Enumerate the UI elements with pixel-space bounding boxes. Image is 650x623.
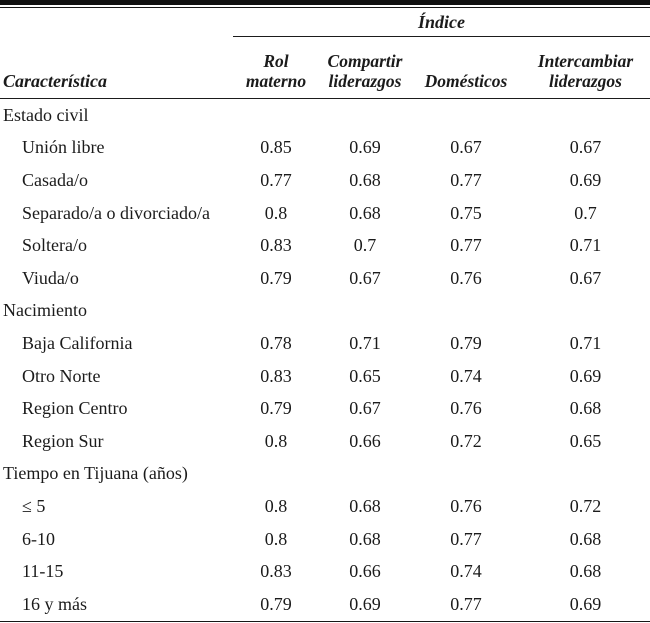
row-label: Casada/o [22, 169, 88, 190]
value-cell: 0.71 [569, 332, 602, 353]
value-cell: 0.74 [450, 561, 482, 582]
table-body: Estado civil Unión libre 0.85 0.69 0.67 … [0, 99, 650, 621]
section-label: Estado civil [3, 104, 89, 125]
table-row: Casada/o 0.77 0.68 0.77 0.69 [0, 164, 650, 197]
value-cell: 0.71 [569, 235, 602, 256]
value-cell: 0.79 [260, 593, 292, 614]
row-label: 16 y más [22, 593, 87, 614]
value-cell: 0.7 [353, 235, 377, 256]
row-label: Viuda/o [22, 267, 79, 288]
section-row-nacimiento: Nacimiento [0, 295, 650, 328]
table-row: Viuda/o 0.79 0.67 0.76 0.67 [0, 262, 650, 295]
value-cell: 0.76 [450, 495, 482, 516]
table-row: 11-15 0.83 0.66 0.74 0.68 [0, 555, 650, 588]
value-cell: 0.79 [260, 267, 292, 288]
spanner-row: Índice [0, 8, 650, 37]
statistics-table: Índice Característica Rol materno Compar… [0, 8, 650, 621]
table-header: Índice Característica Rol materno Compar… [0, 8, 650, 99]
value-cell: 0.72 [450, 430, 482, 451]
value-cell: 0.68 [349, 495, 381, 516]
section-row-tiempo-en-tijuana: Tiempo en Tijuana (años) [0, 458, 650, 491]
value-cell: 0.76 [450, 267, 482, 288]
value-cell: 0.85 [260, 137, 292, 158]
value-cell: 0.68 [569, 528, 602, 549]
section-label: Nacimiento [3, 300, 87, 321]
value-cell: 0.8 [264, 202, 288, 223]
table-row: Separado/a o divorciado/a 0.8 0.68 0.75 … [0, 197, 650, 230]
value-cell: 0.72 [569, 495, 602, 516]
value-cell: 0.79 [260, 398, 292, 419]
value-cell: 0.69 [569, 169, 602, 190]
value-cell: 0.83 [260, 561, 292, 582]
table-row: Otro Norte 0.83 0.65 0.74 0.69 [0, 360, 650, 393]
table-row: Soltera/o 0.83 0.7 0.77 0.71 [0, 229, 650, 262]
value-cell: 0.65 [349, 365, 381, 386]
value-cell: 0.77 [450, 235, 482, 256]
value-cell: 0.69 [569, 365, 602, 386]
value-cell: 0.77 [450, 528, 482, 549]
value-cell: 0.83 [260, 365, 292, 386]
row-label: 6-10 [22, 528, 55, 549]
table-top-double-rule [0, 0, 650, 8]
table-row: 6-10 0.8 0.68 0.77 0.68 [0, 523, 650, 556]
value-cell: 0.66 [349, 561, 381, 582]
row-label: Separado/a o divorciado/a [22, 202, 210, 223]
value-cell: 0.69 [349, 137, 381, 158]
row-label: Region Sur [22, 430, 104, 451]
characteristic-column-header: Característica [0, 36, 233, 99]
value-cell: 0.68 [349, 169, 381, 190]
row-label: 11-15 [22, 561, 64, 582]
value-cell: 0.79 [450, 332, 482, 353]
table-row: ≤ 5 0.8 0.68 0.76 0.72 [0, 490, 650, 523]
table-row: 16 y más 0.79 0.69 0.77 0.69 [0, 588, 650, 621]
value-cell: 0.69 [569, 593, 602, 614]
value-cell: 0.77 [450, 593, 482, 614]
index-spanner-header: Índice [233, 8, 650, 37]
value-cell: 0.8 [264, 528, 288, 549]
column-header-domesticos: Domésticos [411, 36, 521, 99]
value-cell: 0.78 [260, 332, 292, 353]
row-label: Region Centro [22, 398, 128, 419]
value-cell: 0.77 [260, 169, 292, 190]
value-cell: 0.68 [349, 202, 381, 223]
value-cell: 0.67 [569, 267, 602, 288]
row-label: Baja California [22, 332, 133, 353]
value-cell: 0.68 [569, 561, 602, 582]
value-cell: 0.69 [349, 593, 381, 614]
table-row: Unión libre 0.85 0.69 0.67 0.67 [0, 132, 650, 165]
table-row: Region Sur 0.8 0.66 0.72 0.65 [0, 425, 650, 458]
value-cell: 0.67 [349, 398, 381, 419]
section-row-estado-civil: Estado civil [0, 99, 650, 132]
table-bottom-double-rule [0, 620, 650, 623]
row-label: Unión libre [22, 137, 105, 158]
row-label: Otro Norte [22, 365, 101, 386]
table-row: Region Centro 0.79 0.67 0.76 0.68 [0, 392, 650, 425]
column-header-compartir-liderazgos: Compartir liderazgos [319, 36, 411, 99]
value-cell: 0.7 [574, 202, 597, 223]
value-cell: 0.71 [349, 332, 381, 353]
table-row: Baja California 0.78 0.71 0.79 0.71 [0, 327, 650, 360]
value-cell: 0.83 [260, 235, 292, 256]
section-label: Tiempo en Tijuana (años) [3, 463, 188, 484]
value-cell: 0.75 [450, 202, 482, 223]
value-cell: 0.68 [349, 528, 381, 549]
value-cell: 0.66 [349, 430, 381, 451]
value-cell: 0.77 [450, 169, 482, 190]
value-cell: 0.8 [264, 430, 288, 451]
value-cell: 0.68 [569, 398, 602, 419]
column-header-intercambiar-liderazgos: Intercambiar liderazgos [521, 36, 650, 99]
value-cell: 0.67 [450, 137, 482, 158]
column-header-rol-materno: Rol materno [233, 36, 319, 99]
value-cell: 0.67 [349, 267, 381, 288]
value-cell: 0.74 [450, 365, 482, 386]
value-cell: 0.65 [569, 430, 602, 451]
row-label: Soltera/o [22, 235, 87, 256]
value-cell: 0.8 [264, 495, 288, 516]
column-header-row: Característica Rol materno Compartir lid… [0, 36, 650, 99]
value-cell: 0.67 [569, 137, 602, 158]
corner-cell [0, 8, 233, 37]
value-cell: 0.76 [450, 398, 482, 419]
row-label: ≤ 5 [22, 495, 46, 516]
